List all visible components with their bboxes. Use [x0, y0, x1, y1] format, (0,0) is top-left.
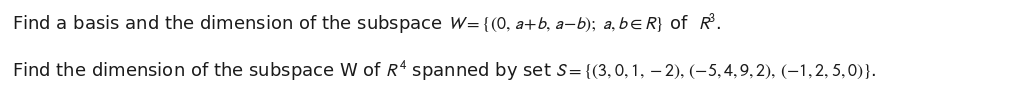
- Text: Find the dimension of the subspace W of $R^4$ spanned by set $\mathit{S} = \{(3,: Find the dimension of the subspace W of …: [12, 58, 877, 83]
- Text: Find a basis and the dimension of the subspace $\mathit{W} = \{(0,\,a\!+\!b,\,a\: Find a basis and the dimension of the su…: [12, 12, 721, 36]
